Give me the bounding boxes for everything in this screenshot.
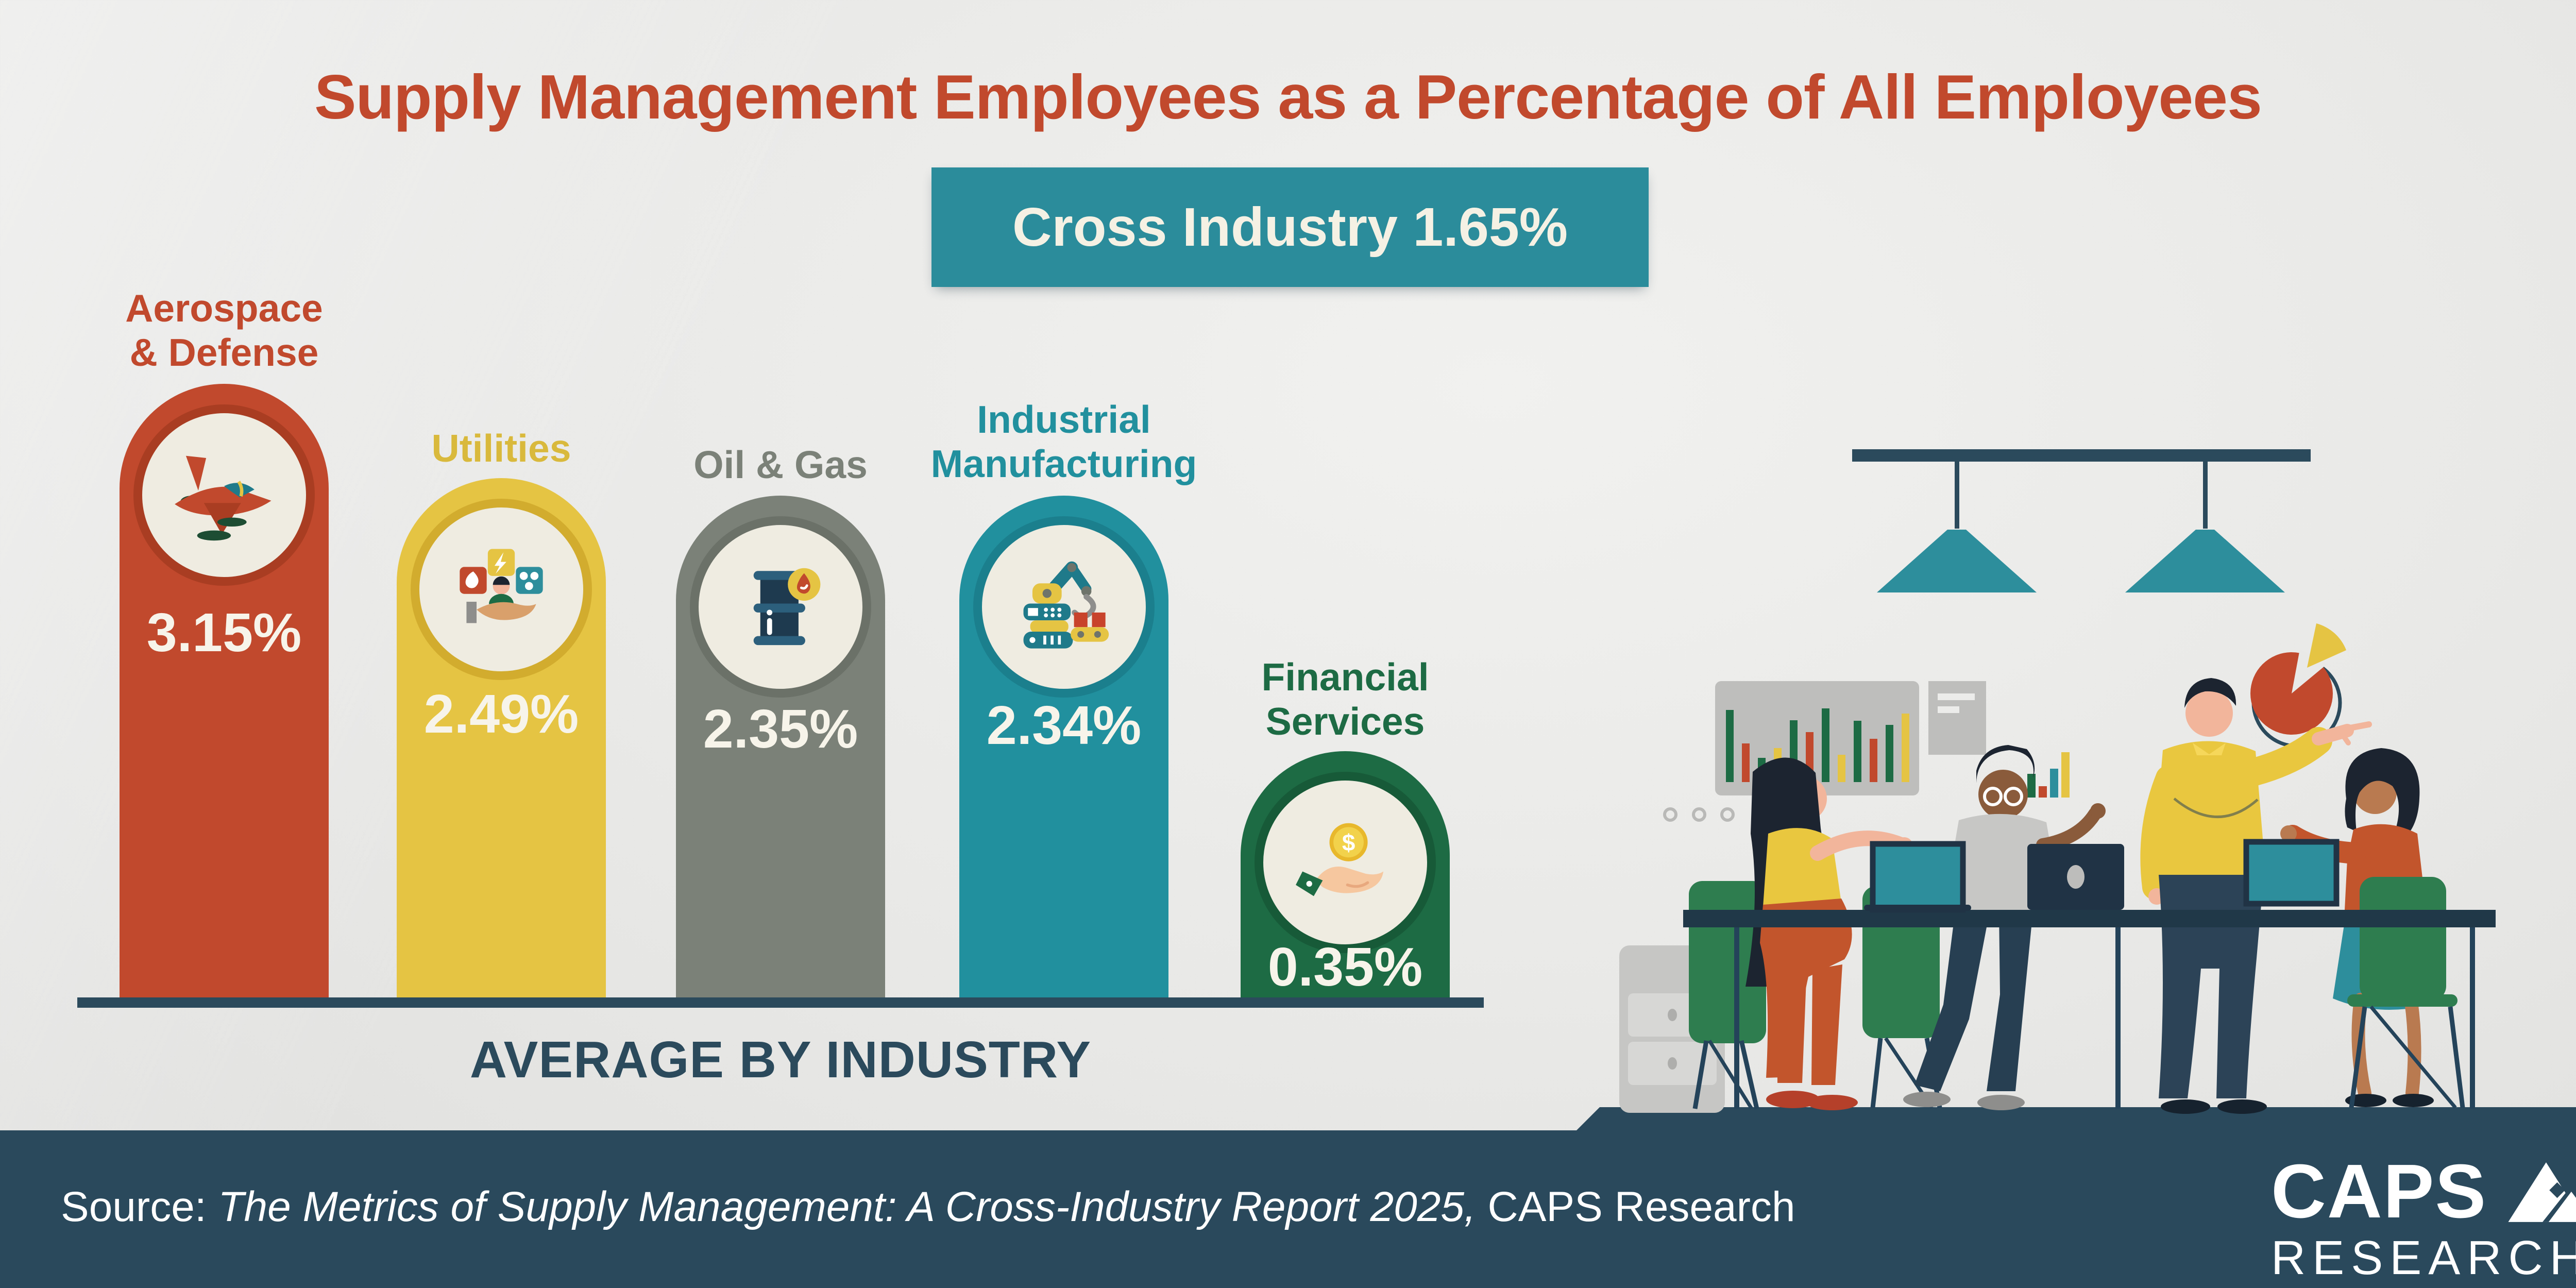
source-prefix: Source: xyxy=(61,1183,218,1230)
bar-financial: $ 0.35% xyxy=(1241,751,1450,998)
bar-value-financial: 0.35% xyxy=(1267,937,1423,997)
caps-research-logo: CAPS RESEARCH xyxy=(2271,1149,2576,1285)
bar-label-industrial: Industrial Manufacturing xyxy=(930,398,1197,485)
bar-label-utilities: Utilities xyxy=(431,427,571,470)
x-axis-label: AVERAGE BY INDUSTRY xyxy=(469,1031,1092,1089)
laptop-teal-right xyxy=(2243,839,2340,907)
bar-value-aerospace: 3.15% xyxy=(146,602,302,663)
robot-arm-icon xyxy=(1023,561,1109,649)
x-axis-line xyxy=(77,997,1484,1008)
mountain-icon xyxy=(2494,1159,2576,1225)
oil-barrel-icon xyxy=(753,568,821,646)
mini-bar-chart-icon xyxy=(2027,752,2070,798)
cross-industry-banner: Cross Industry 1.65% xyxy=(931,167,1649,287)
page-title: Supply Management Employees as a Percent… xyxy=(314,62,2262,132)
pendant-lamps-icon xyxy=(1852,449,2311,592)
source-suffix: CAPS Research xyxy=(1476,1183,1795,1230)
bar-value-utilities: 2.49% xyxy=(423,684,579,744)
dollar-glyph: $ xyxy=(1342,829,1355,856)
bar-icon-circle: $ xyxy=(1255,772,1436,953)
bar-industrial: 2.34% xyxy=(959,496,1168,998)
wall-document-panel xyxy=(1928,681,1986,755)
bar-label-aerospace: Aerospace & Defense xyxy=(125,286,323,374)
pie-chart-icon xyxy=(2250,623,2346,748)
bar-value-industrial: 2.34% xyxy=(986,695,1142,756)
bar-value-oil-gas: 2.35% xyxy=(703,699,858,759)
source-report-title: The Metrics of Supply Management: A Cros… xyxy=(218,1183,1476,1230)
fighter-jet-icon xyxy=(175,455,272,541)
source-citation: Source: The Metrics of Supply Management… xyxy=(61,1183,1795,1231)
bar-label-financial: Financial Services xyxy=(1261,655,1429,743)
bar-label-oil-gas: Oil & Gas xyxy=(693,443,868,486)
coin-hand-icon: $ xyxy=(1296,823,1384,896)
meeting-table xyxy=(1683,910,2496,1109)
utilities-hand-icon xyxy=(460,549,543,623)
bar-utilities: 2.49% xyxy=(397,478,606,998)
logo-caps-text: CAPS xyxy=(2271,1149,2487,1234)
bar-icon-circle xyxy=(411,499,592,680)
cross-industry-value: Cross Industry 1.65% xyxy=(1012,196,1568,258)
person-standing xyxy=(2140,678,2372,1114)
logo-research-text: RESEARCH xyxy=(2271,1231,2576,1285)
wall-chart-panel xyxy=(1715,681,1919,795)
wall-dots xyxy=(1663,807,1735,822)
chair-right xyxy=(2347,877,2465,1109)
office-meeting-illustration xyxy=(1619,449,2496,1114)
bar-aerospace: 3.15% xyxy=(120,384,329,998)
bar-oil-gas: 2.35% xyxy=(676,496,885,998)
laptop-teal-left xyxy=(1864,841,1971,913)
laptop-black-middle xyxy=(2027,844,2124,910)
